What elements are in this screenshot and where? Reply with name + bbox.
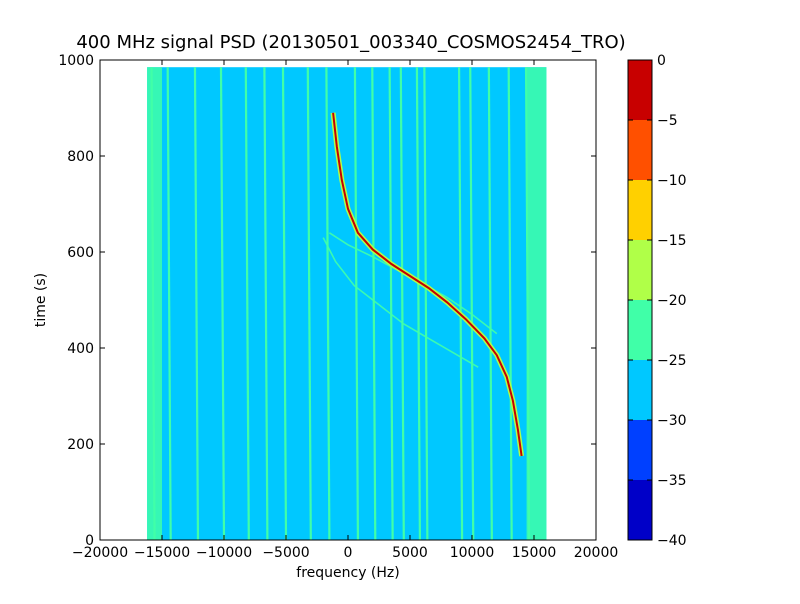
colorbar-tick-label: −5 (657, 113, 678, 129)
carrier-line (306, 67, 312, 540)
x-axis: −20000 −15000 −10000 −5000 0 5000 10000 15000 20… (72, 60, 618, 561)
carrier-line (263, 67, 269, 540)
x-axis-label: frequency (Hz) (296, 565, 399, 581)
x-tick-label: −10000 (196, 545, 252, 561)
x-tick-label: 10000 (450, 545, 495, 561)
y-tick-label: 0 (85, 533, 94, 549)
carrier-line (166, 67, 172, 540)
carrier-line (281, 67, 288, 540)
carrier-line (193, 67, 200, 540)
ghost-doppler-trace (322, 237, 479, 368)
carrier-line (150, 67, 156, 540)
carrier-line (423, 67, 429, 540)
colorbar-tick-label: 0 (657, 53, 666, 69)
x-tick-label: 15000 (512, 545, 557, 561)
chart-title: 400 MHz signal PSD (20130501_003340_COSM… (76, 32, 625, 53)
carrier-line (219, 67, 226, 540)
carrier-line (399, 67, 405, 540)
carrier-line (487, 67, 493, 540)
doppler-trace (332, 112, 523, 457)
y-axis: 0 200 400 600 800 1000 (58, 53, 596, 549)
colorbar-segment (628, 300, 652, 360)
psd-edge-band-right (526, 67, 547, 540)
carrier-line (415, 67, 422, 540)
colorbar-segment (628, 420, 652, 480)
carrier-line (353, 67, 360, 540)
carrier-line (457, 67, 464, 540)
colorbar-tick-label: −10 (657, 173, 687, 189)
x-tick-label: −20000 (72, 545, 128, 561)
x-tick-label: −5000 (262, 545, 309, 561)
colorbar-tick-label: −15 (657, 233, 687, 249)
colorbar-segment (628, 120, 652, 180)
colorbar-segment (628, 60, 652, 120)
carrier-line (371, 67, 377, 540)
colorbar-segment (628, 240, 652, 300)
colorbar-tick-label: −25 (657, 353, 687, 369)
carrier-line (244, 67, 250, 540)
colorbar-segment (628, 180, 652, 240)
colorbar-tick-label: −20 (657, 293, 687, 309)
carrier-line (388, 67, 394, 540)
y-tick-label: 1000 (58, 53, 94, 69)
colorbar-segment (628, 360, 652, 420)
carrier-line (507, 67, 513, 540)
carrier-line (325, 67, 331, 540)
y-axis-label: time (s) (33, 273, 49, 327)
y-tick-label: 600 (67, 245, 94, 261)
x-tick-label: 0 (344, 545, 353, 561)
carrier-line (524, 67, 531, 540)
colorbar: 0 −5 −10 −15 −20 −25 −30 −35 −40 (627, 53, 687, 549)
psd-background (147, 67, 547, 540)
x-tick-label: 5000 (392, 545, 428, 561)
colorbar-segment (628, 480, 652, 540)
carrier-line (469, 67, 475, 540)
colorbar-tick-label: −40 (657, 533, 687, 549)
x-tick-label: −15000 (134, 545, 190, 561)
y-tick-label: 400 (67, 341, 94, 357)
psd-edge-band-left (147, 67, 162, 540)
x-tick-label: 20000 (574, 545, 619, 561)
heatmap-layer (147, 67, 547, 540)
y-tick-label: 200 (67, 437, 94, 453)
colorbar-tick-label: −35 (657, 473, 687, 489)
y-tick-label: 800 (67, 149, 94, 165)
colorbar-tick-label: −30 (657, 413, 687, 429)
